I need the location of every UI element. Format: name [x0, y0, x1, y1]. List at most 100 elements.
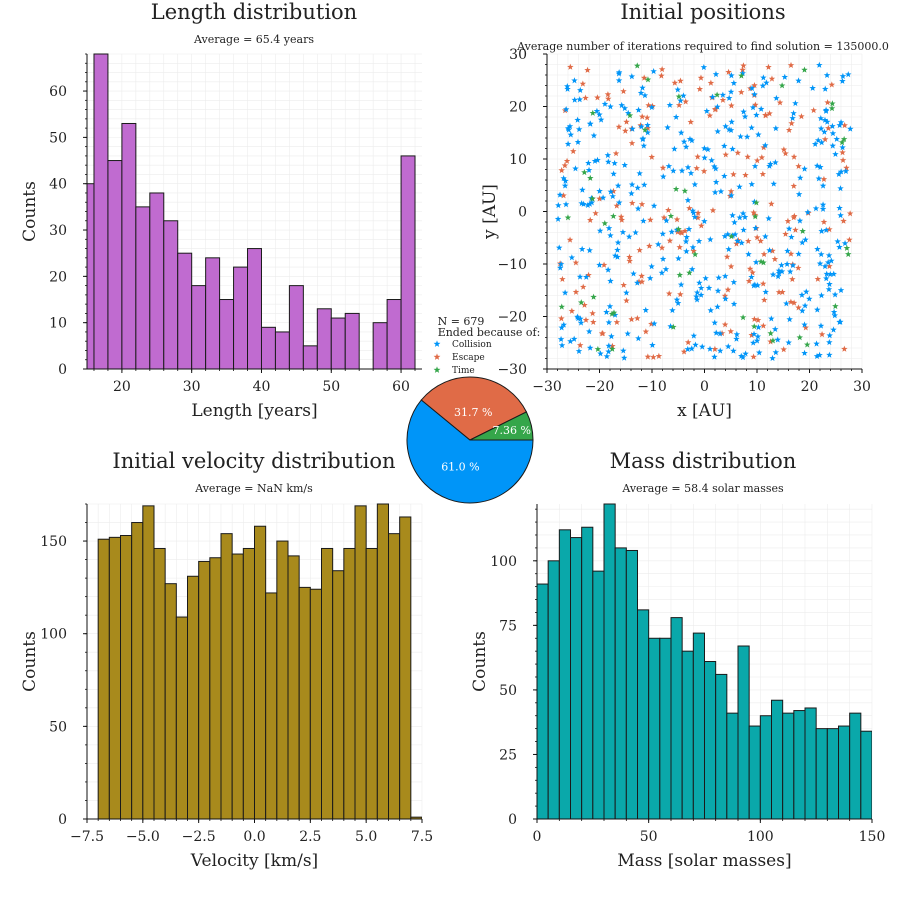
- scatter-point: [795, 250, 802, 257]
- histogram-bar: [354, 505, 367, 819]
- histogram-bar: [726, 712, 739, 819]
- scatter-point: [648, 320, 655, 327]
- scatter-point: [725, 343, 732, 350]
- scatter-point: [789, 262, 797, 269]
- scatter-point: [714, 303, 721, 310]
- bars: [537, 503, 872, 819]
- scatter-point: [632, 229, 639, 236]
- scatter-point: [816, 351, 823, 358]
- scatter-point: [693, 164, 700, 172]
- scatter-point: [824, 99, 831, 106]
- scatter-point: [721, 321, 729, 328]
- scatter-point: [666, 101, 674, 108]
- x-tick-label: 0: [700, 379, 709, 395]
- scatter-point: [594, 156, 601, 163]
- scatter-point: [778, 82, 786, 89]
- scatter-point: [795, 162, 802, 170]
- scatter-point: [640, 74, 648, 81]
- scatter-point: [625, 233, 633, 240]
- scatter-point: [570, 335, 578, 342]
- scatter-point: [690, 332, 698, 339]
- scatter-point: [776, 99, 784, 106]
- scatter-point: [753, 199, 760, 206]
- scatter-point: [603, 308, 610, 315]
- scatter-point: [772, 125, 780, 132]
- scatter-point: [697, 291, 705, 298]
- scatter-point: [566, 236, 574, 243]
- scatter-point: [567, 131, 575, 138]
- histogram-bar: [376, 503, 390, 819]
- scatter-point: [649, 341, 656, 348]
- pie-slice: [406, 399, 534, 504]
- scatter-point: [729, 145, 736, 152]
- scatter-point: [841, 122, 848, 129]
- scatter-point: [728, 72, 735, 79]
- histogram-bar: [265, 592, 278, 819]
- histogram-bar: [704, 661, 717, 819]
- scatter-point: [722, 272, 729, 279]
- scatter-point: [733, 240, 740, 247]
- scatter-point: [819, 201, 827, 208]
- scatter-point: [724, 231, 732, 238]
- scatter-point: [752, 258, 760, 266]
- scatter-point: [771, 255, 779, 262]
- scatter-point: [587, 174, 594, 181]
- histogram-bar: [254, 525, 267, 819]
- x-tick-label: 30: [183, 379, 201, 395]
- scatter-point: [613, 318, 621, 325]
- scatter-point: [576, 341, 584, 349]
- histogram-bar: [332, 570, 345, 819]
- scatter-point: [681, 187, 689, 194]
- scatter-point: [611, 159, 618, 167]
- scatter-point: [681, 227, 689, 234]
- histogram-bar: [107, 160, 123, 369]
- scatter-point: [601, 220, 609, 227]
- scatter-point: [589, 109, 597, 116]
- scatter-point: [663, 217, 670, 224]
- scatter-point: [558, 324, 565, 331]
- histogram-bar: [558, 529, 571, 819]
- scatter-point: [751, 162, 759, 169]
- scatter-point: [596, 111, 603, 118]
- histogram-bar: [748, 725, 761, 819]
- scatter-point: [608, 310, 616, 317]
- y-tick-label: 30: [509, 47, 527, 63]
- scatter-point: [640, 142, 648, 149]
- scatter-point: [688, 265, 696, 273]
- scatter-point: [759, 280, 767, 287]
- histogram-bar: [759, 715, 772, 819]
- scatter-point: [725, 245, 732, 253]
- scatter-point: [816, 61, 823, 68]
- histogram-bar: [177, 252, 193, 369]
- histogram-bar: [737, 645, 750, 819]
- scatter-point: [745, 250, 752, 258]
- y-tick-label: −30: [497, 362, 527, 378]
- histogram-bar: [163, 220, 179, 369]
- scatter-point: [786, 316, 793, 323]
- mass-chart: Mass distribution Average = 58.4 solar ma…: [470, 449, 885, 871]
- scatter-point: [572, 259, 580, 266]
- histogram-bar: [287, 555, 300, 819]
- bars: [87, 53, 416, 369]
- histogram-bar: [121, 122, 137, 369]
- scatter-point: [667, 212, 675, 219]
- scatter-point: [713, 91, 721, 98]
- scatter-point: [586, 200, 594, 207]
- scatter-point: [605, 158, 612, 165]
- bars: [97, 503, 422, 819]
- scatter-point: [635, 335, 642, 342]
- histogram-bar: [715, 673, 728, 819]
- y-axis-label: Counts: [470, 631, 490, 692]
- scatter-point: [753, 234, 761, 241]
- scatter-point: [775, 288, 783, 296]
- scatter-point: [599, 194, 607, 201]
- scatter-point: [752, 101, 759, 108]
- scatter-point: [604, 151, 612, 159]
- scatter-point: [819, 182, 827, 189]
- histogram-bar: [187, 575, 200, 819]
- scatter-point: [840, 217, 847, 224]
- scatter-point: [574, 313, 581, 320]
- length-chart: Length distribution Average = 65.4 years L…: [20, 0, 422, 421]
- scatter-point: [655, 352, 663, 359]
